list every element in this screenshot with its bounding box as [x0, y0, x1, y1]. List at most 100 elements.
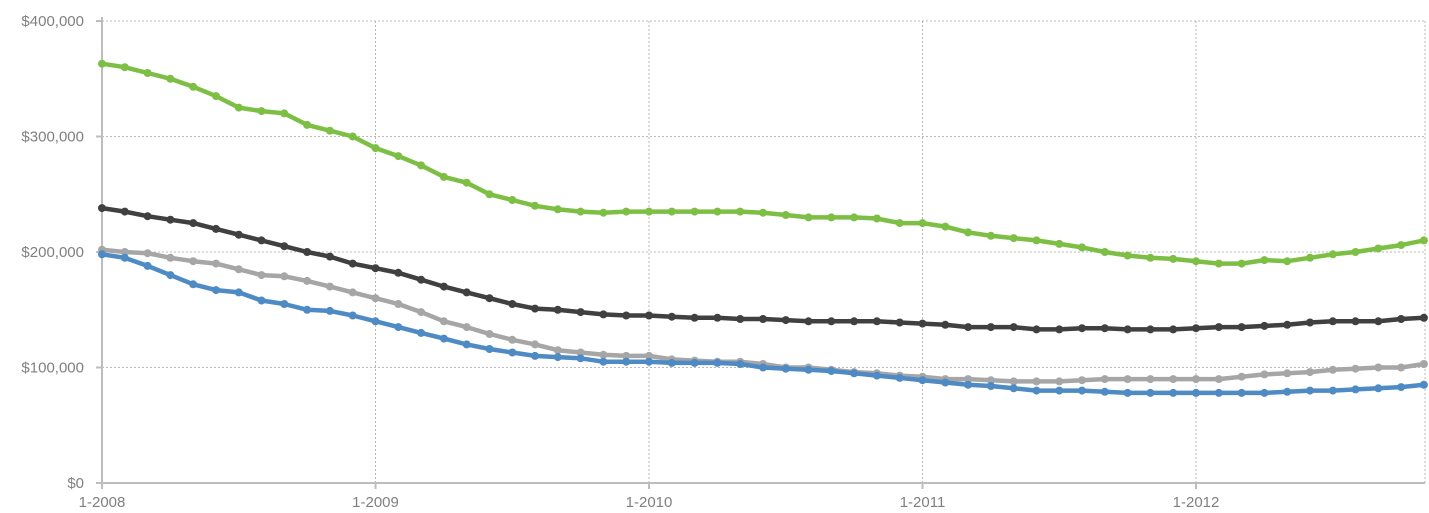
data-point — [234, 288, 243, 297]
data-point — [1009, 377, 1018, 386]
data-point — [394, 268, 403, 277]
data-point — [599, 350, 608, 359]
data-point — [234, 230, 243, 239]
data-point — [1328, 386, 1337, 395]
data-point — [166, 74, 175, 83]
data-point — [895, 373, 904, 382]
y-tick-label: $300,000 — [21, 129, 84, 146]
data-point — [1169, 325, 1178, 334]
data-point — [986, 231, 995, 240]
data-point — [508, 348, 517, 357]
data-point — [781, 316, 790, 325]
data-point — [143, 69, 152, 77]
data-point — [1237, 372, 1246, 381]
data-point — [986, 376, 995, 385]
data-point — [120, 248, 129, 256]
data-point — [303, 305, 312, 314]
data-point — [348, 259, 357, 268]
data-point — [781, 211, 790, 219]
data-point — [189, 257, 198, 266]
data-point — [1374, 363, 1383, 372]
data-point — [1078, 376, 1086, 385]
data-point — [850, 369, 859, 378]
data-point — [1055, 377, 1064, 386]
y-tick-label: $400,000 — [21, 13, 84, 30]
data-point — [576, 354, 585, 363]
data-point — [964, 323, 973, 332]
data-point — [804, 317, 813, 326]
data-point — [1397, 383, 1406, 392]
data-point — [1123, 375, 1132, 384]
data-point — [257, 107, 266, 116]
data-point — [143, 261, 152, 270]
data-point — [918, 219, 927, 228]
data-point — [553, 305, 562, 314]
data-point — [1419, 380, 1428, 389]
data-point — [120, 253, 129, 262]
data-point — [1328, 250, 1337, 259]
data-point — [941, 378, 950, 387]
data-point — [234, 103, 243, 112]
data-point — [325, 126, 334, 135]
data-point — [1419, 360, 1428, 368]
data-point — [1397, 363, 1406, 372]
data-point — [1169, 388, 1178, 397]
data-point — [1397, 315, 1406, 323]
data-point — [759, 315, 767, 323]
data-point — [1237, 323, 1246, 332]
data-point — [508, 335, 517, 344]
data-point — [1123, 251, 1132, 260]
data-point — [189, 82, 198, 91]
data-point — [439, 334, 448, 343]
data-point — [781, 364, 790, 373]
data-point — [941, 320, 950, 329]
data-point — [98, 59, 106, 68]
series-1 — [98, 59, 1428, 268]
data-point — [1078, 243, 1086, 252]
data-point — [166, 253, 175, 262]
data-point — [713, 207, 722, 216]
data-point — [1123, 325, 1132, 334]
y-tick-label: $0 — [67, 475, 84, 492]
data-point — [1306, 386, 1314, 395]
data-point — [1214, 323, 1223, 332]
data-point — [462, 323, 471, 332]
data-point — [280, 109, 289, 118]
data-point — [1306, 368, 1314, 377]
data-point — [212, 92, 220, 101]
data-point — [1009, 323, 1018, 332]
data-point — [1009, 234, 1018, 243]
data-point — [1169, 254, 1178, 263]
data-point — [645, 357, 653, 366]
data-point — [303, 120, 312, 129]
data-point — [986, 382, 995, 390]
data-point — [257, 296, 266, 305]
x-tick-label: 1-2011 — [900, 494, 946, 511]
data-point — [1032, 236, 1041, 245]
x-tick-label: 1-2012 — [1173, 494, 1220, 511]
data-point — [325, 282, 334, 291]
data-point — [417, 308, 426, 317]
data-point — [1146, 325, 1155, 334]
series-2 — [98, 204, 1428, 334]
data-point — [1237, 388, 1246, 397]
data-point — [303, 248, 312, 256]
data-point — [1260, 370, 1269, 379]
data-point — [1328, 317, 1337, 326]
data-point — [348, 132, 357, 141]
data-point — [1055, 386, 1064, 395]
data-point — [713, 313, 722, 322]
data-point — [143, 212, 152, 221]
data-point — [1306, 253, 1314, 262]
data-point — [212, 286, 220, 295]
data-point — [964, 375, 973, 384]
data-point — [394, 152, 403, 161]
data-point — [1283, 320, 1292, 329]
data-point — [1100, 387, 1109, 396]
data-point — [98, 204, 106, 213]
data-point — [690, 358, 699, 367]
data-point — [964, 228, 973, 237]
data-point — [941, 222, 950, 231]
data-point — [1192, 257, 1200, 266]
data-point — [371, 317, 380, 326]
